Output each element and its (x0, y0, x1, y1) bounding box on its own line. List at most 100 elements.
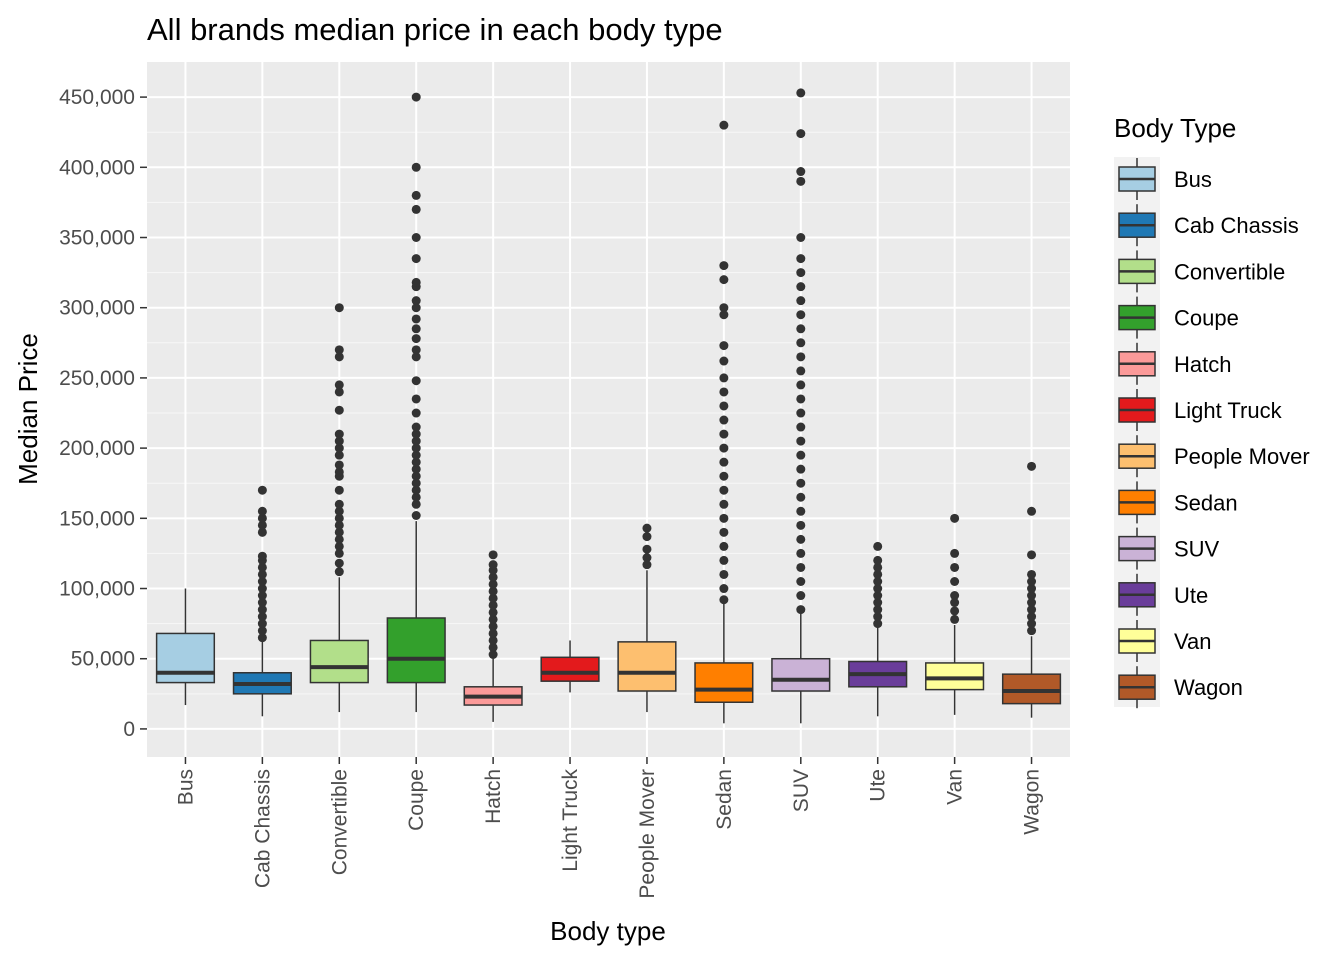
legend-label: Convertible (1174, 259, 1285, 284)
legend: Body Type Bus Cab Chassis Convertible Coupe… (1114, 113, 1310, 709)
outlier-point (719, 584, 729, 594)
x-tick-label: Coupe (405, 769, 428, 831)
outlier-point (411, 162, 421, 172)
outlier-point (411, 190, 421, 200)
outlier-point (488, 593, 498, 603)
outlier-point (488, 635, 498, 645)
outlier-point (411, 314, 421, 324)
outlier-point (642, 544, 652, 554)
outlier-point (950, 591, 960, 601)
outlier-point (411, 345, 421, 355)
outlier-point (796, 450, 806, 460)
y-tick-label: 450,000 (59, 86, 135, 109)
outlier-point (719, 485, 729, 495)
outlier-point (488, 600, 498, 610)
outlier-point (334, 405, 344, 415)
outlier-point (411, 485, 421, 495)
box-iqr (771, 657, 831, 692)
legend-label: Wagon (1174, 675, 1243, 700)
x-tick-label: SUV (790, 769, 813, 812)
outlier-point (796, 605, 806, 615)
outlier-point (796, 324, 806, 334)
x-tick-label: Hatch (482, 769, 505, 824)
outlier-point (257, 598, 267, 608)
y-tick-label: 100,000 (59, 578, 135, 601)
outlier-point (796, 296, 806, 306)
y-tick-label: 250,000 (59, 367, 135, 390)
outlier-point (796, 464, 806, 474)
outlier-point (488, 650, 498, 660)
y-axis-title: Median Price (13, 333, 43, 485)
legend-item-people-mover: People Mover (1118, 435, 1310, 478)
outlier-point (488, 550, 498, 560)
outlier-point (873, 619, 883, 629)
outlier-point (796, 176, 806, 186)
outlier-point (411, 499, 421, 509)
outlier-point (873, 584, 883, 594)
outlier-point (411, 511, 421, 521)
boxes (155, 88, 1062, 724)
outlier-point (411, 457, 421, 467)
outlier-point (257, 605, 267, 615)
legend-item-light-truck: Light Truck (1118, 389, 1283, 431)
legend-label: SUV (1174, 537, 1220, 562)
box-van (925, 513, 985, 715)
box-cab-chassis (232, 485, 292, 717)
outlier-point (334, 345, 344, 355)
outlier-point (411, 233, 421, 243)
outlier-point (1027, 605, 1037, 615)
y-tick-label: 300,000 (59, 297, 135, 320)
outlier-point (488, 579, 498, 589)
outlier-point (796, 562, 806, 572)
plot-panel (147, 62, 1070, 757)
outlier-point (796, 338, 806, 348)
outlier-point (796, 492, 806, 502)
outlier-point (411, 436, 421, 446)
outlier-point (1027, 598, 1037, 608)
outlier-point (411, 394, 421, 404)
outlier-point (719, 499, 729, 509)
box-iqr (155, 632, 216, 684)
outlier-point (719, 471, 729, 481)
box-hatch (463, 550, 523, 722)
outlier-point (873, 591, 883, 601)
box-convertible (309, 303, 369, 713)
legend-item-cab-chassis: Cab Chassis (1118, 204, 1299, 247)
outlier-point (411, 324, 421, 334)
outlier-point (950, 606, 960, 616)
outlier-point (719, 429, 729, 439)
legend-item-van: Van (1118, 620, 1212, 662)
box-iqr (1001, 673, 1062, 705)
outlier-point (411, 429, 421, 439)
box-bus (155, 588, 216, 706)
outlier-point (796, 394, 806, 404)
outlier-point (796, 366, 806, 376)
outlier-point (334, 352, 344, 362)
outlier-point (796, 422, 806, 432)
outlier-point (873, 612, 883, 622)
box-ute (848, 541, 908, 717)
box-light-truck (540, 640, 600, 693)
outlier-point (411, 443, 421, 453)
outlier-point (873, 541, 883, 551)
outlier-point (1027, 576, 1037, 586)
y-tick-label: 150,000 (59, 507, 135, 530)
y-tick-label: 0 (123, 718, 135, 741)
legend-item-bus: Bus (1118, 158, 1212, 200)
y-tick-label: 350,000 (59, 227, 135, 250)
x-axis: Bus Cab Chassis Convertible Coupe Hatch Light… (174, 757, 1044, 899)
outlier-point (334, 520, 344, 530)
outlier-point (488, 560, 498, 570)
outlier-point (334, 548, 344, 558)
legend-item-wagon: Wagon (1118, 666, 1243, 709)
outlier-point (796, 268, 806, 278)
outlier-point (411, 408, 421, 418)
outlier-point (257, 485, 267, 495)
outlier-point (257, 527, 267, 537)
legend-item-coupe: Coupe (1118, 296, 1239, 339)
legend-item-hatch: Hatch (1118, 342, 1231, 385)
outlier-point (334, 541, 344, 551)
outlier-point (334, 485, 344, 495)
outlier-point (257, 591, 267, 601)
outlier-point (950, 513, 960, 523)
